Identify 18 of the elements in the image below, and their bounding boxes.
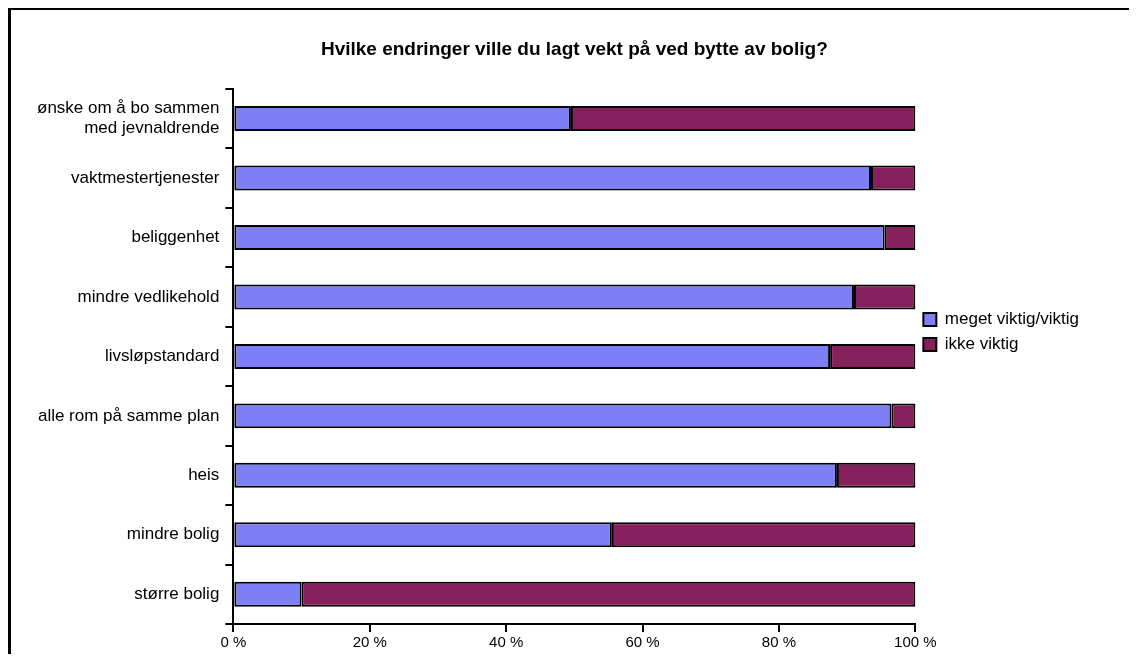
x-tick-label: 80 % bbox=[761, 633, 797, 651]
y-tick-label: vaktmestertjenester bbox=[71, 167, 220, 187]
x-tick-label: 0 % bbox=[220, 633, 247, 651]
x-tick-label: 20 % bbox=[352, 633, 387, 651]
y-tick-label: mindre vedlikehold bbox=[77, 286, 220, 306]
chart-title: Hvilke endringer ville du lagt vekt på ved bytte av bolig? bbox=[320, 37, 828, 59]
legend-label: meget viktig/viktig bbox=[944, 309, 1080, 329]
x-tick-label: 100 % bbox=[894, 633, 937, 651]
y-tick-label: ønske om å bo sammen med jevnaldrende bbox=[36, 98, 220, 138]
y-tick-label: heis bbox=[188, 465, 220, 485]
y-tick-label: større bolig bbox=[134, 583, 220, 603]
y-tick-label: beliggenhet bbox=[131, 227, 220, 247]
y-tick-label: mindre bolig bbox=[126, 524, 220, 544]
x-tick-label: 60 % bbox=[625, 633, 660, 651]
legend-label: ikke viktig bbox=[944, 334, 1019, 354]
x-tick-label: 40 % bbox=[489, 633, 524, 651]
y-tick-label: alle rom på samme plan bbox=[37, 405, 220, 425]
y-tick-label: livsløpstandard bbox=[105, 346, 220, 366]
